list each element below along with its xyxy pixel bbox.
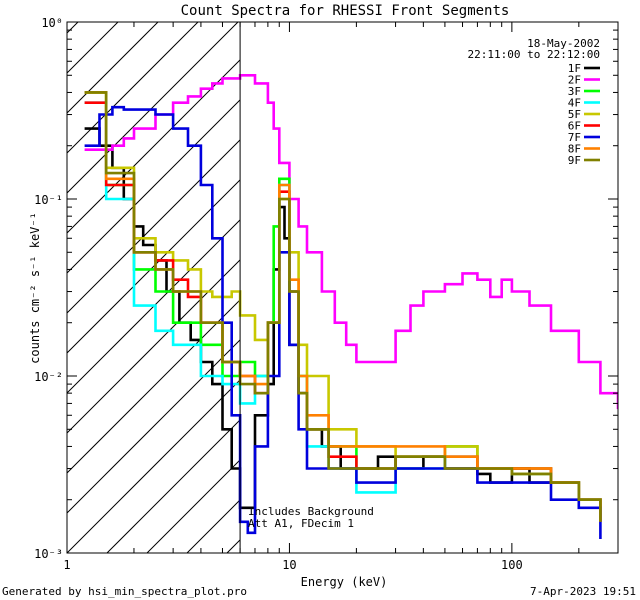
legend-label-6F: 6F <box>568 120 581 133</box>
y-tick-label: 10⁻¹ <box>34 193 63 207</box>
x-axis-label: Energy (keV) <box>301 575 388 589</box>
time-range-label: 22:11:00 to 22:12:00 <box>468 48 600 61</box>
hatch-line <box>66 21 79 34</box>
legend-label-3F: 3F <box>568 85 581 98</box>
legend-label-8F: 8F <box>568 143 581 156</box>
series-layer <box>84 74 618 539</box>
footer-timestamp: 7-Apr-2023 19:51 <box>530 585 636 598</box>
plot-frame <box>66 21 619 554</box>
series-line-6F <box>84 101 602 522</box>
legend-label-1F: 1F <box>568 62 581 75</box>
hatch-line <box>66 21 119 74</box>
series-line-4F <box>84 101 602 522</box>
date-label: 18-May-2002 <box>527 37 600 50</box>
series-line-2F <box>84 74 618 410</box>
hatch-line <box>146 459 241 554</box>
hatch-line <box>66 179 241 354</box>
hatch-line <box>66 139 241 314</box>
hatch-line <box>226 539 241 554</box>
y-tick-label: 10⁻² <box>34 370 63 384</box>
annotation-attenuator: Att A1, FDecim 1 <box>248 517 354 530</box>
legend-label-9F: 9F <box>568 154 581 167</box>
y-tick-label: 10⁻³ <box>34 547 63 561</box>
x-tick-label: 100 <box>501 558 523 572</box>
x-tick-label: 1 <box>63 558 70 572</box>
y-axis-ticks: 10⁰ 10⁻¹ 10⁻² 10⁻³ <box>34 16 618 561</box>
legend-label-2F: 2F <box>568 74 581 87</box>
hatch-line <box>66 21 159 114</box>
footer-generated-by: Generated by hsi_min_spectra_plot.pro <box>2 585 247 598</box>
x-axis-ticks: 1 10 100 <box>63 22 619 572</box>
x-tick-label: 10 <box>282 558 296 572</box>
hatch-line <box>66 21 199 154</box>
hatch-line <box>66 259 241 434</box>
hatch-line <box>66 339 241 514</box>
y-tick-label: 10⁰ <box>41 16 63 30</box>
hatch-line <box>66 379 241 554</box>
hatch-line <box>106 419 241 554</box>
legend-label-5F: 5F <box>568 108 581 121</box>
series-line-9F <box>84 91 602 522</box>
chart-title: Count Spectra for RHESSI Front Segments <box>181 3 510 19</box>
hatch-line <box>66 21 239 194</box>
legend-label-4F: 4F <box>568 97 581 110</box>
hatch-line <box>66 299 241 474</box>
series-line-1F <box>84 127 602 522</box>
hatch-line <box>66 99 241 274</box>
legend-label-7F: 7F <box>568 131 581 144</box>
annotation-background: Includes Background <box>248 505 374 518</box>
y-axis-label: counts cm⁻² s⁻¹ keV⁻¹ <box>28 212 42 364</box>
hatch-line <box>186 499 241 554</box>
